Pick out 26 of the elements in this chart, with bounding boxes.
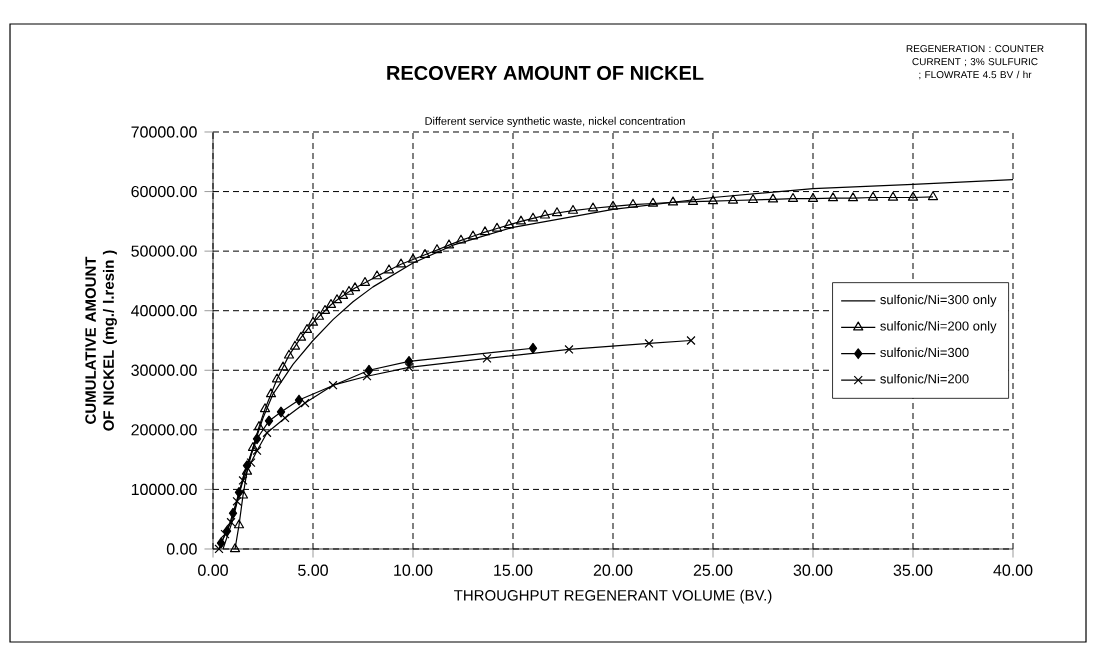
y-tick-label: 70000.00 [131,126,197,138]
legend-label: sulfonic/Ni=300 [880,347,969,358]
legend-label: sulfonic/Ni=200 [880,373,969,384]
x-tick-label: 5.00 [298,564,328,576]
x-axis-title: THROUGHPUT REGENERANT VOLUME (BV.) [454,589,772,604]
x-tick-label: 35.00 [893,564,933,576]
y-tick-label: 30000.00 [131,364,197,376]
y-tick-label: 20000.00 [131,424,197,436]
y-tick-label: 60000.00 [131,185,197,198]
x-tick-label: 15.00 [494,564,533,576]
x-tick-label: 0.00 [198,564,228,576]
chart-title: RECOVERY AMOUNT OF NICKEL [387,65,704,81]
x-tick-label: 30.00 [793,564,833,576]
text: REGENERATION : COUNTER CURRENT ; 3% SULFURIC ; FLOWRATE 4.5 BV / hr [906,45,1044,80]
y-tick-label: 40000.00 [131,305,197,317]
legend-label: sulfonic/Ni=300 only [880,294,997,307]
x-tick-label: 25.00 [693,564,733,576]
legend-label: sulfonic/Ni=200 only [880,321,997,334]
x-tick-label: 40.00 [993,564,1033,576]
y-tick-label: 0.00 [166,543,197,555]
x-tick-label: 20.00 [593,564,633,576]
y-tick-label: 50000.00 [131,245,197,257]
x-tick-label: 10.00 [394,564,433,576]
y-tick-label: 10000.00 [131,483,197,496]
chart-subtitle: Different service synthetic waste, nickel concentration [425,116,685,128]
y-axis-title: CUMULATIVE AMOUNT OF NICKEL (mg./ l.resin ) [85,250,117,431]
